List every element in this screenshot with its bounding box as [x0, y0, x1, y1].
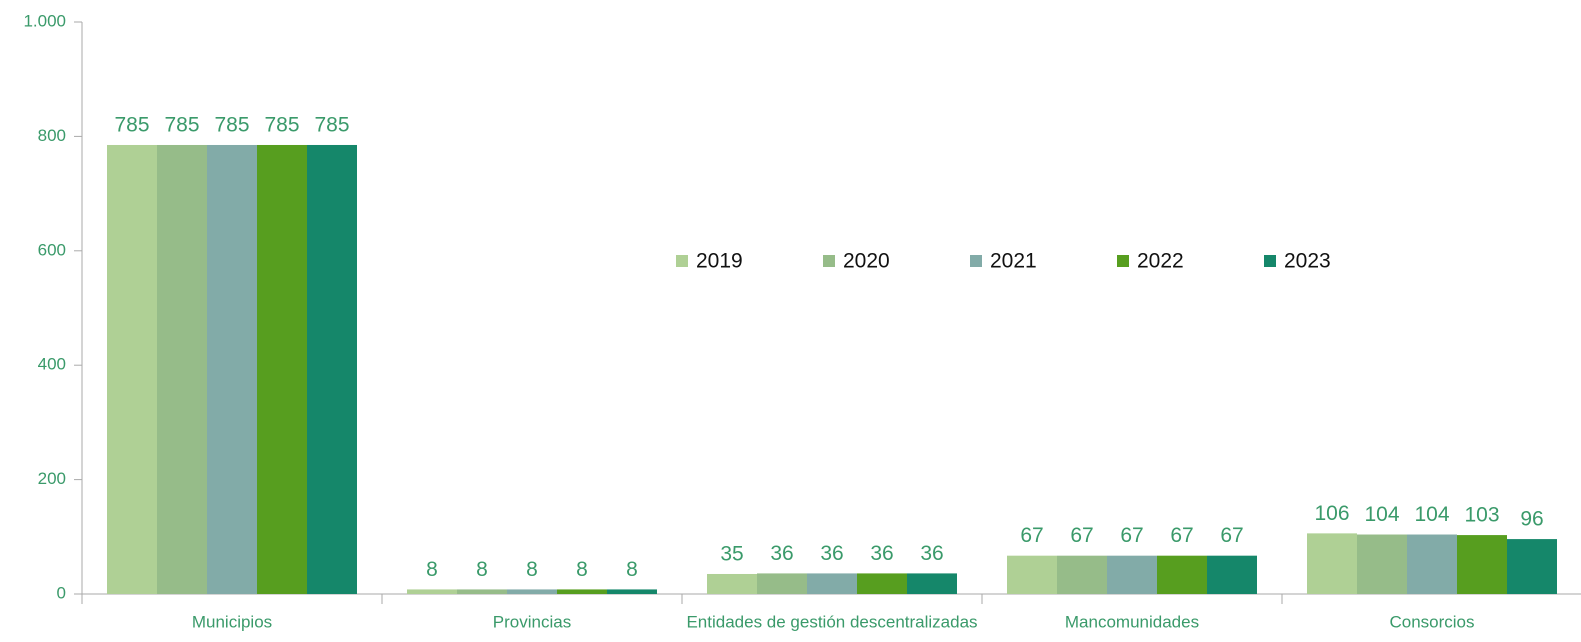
bar — [607, 589, 657, 594]
value-label: 785 — [264, 114, 299, 137]
value-label: 8 — [576, 558, 588, 581]
bar — [1157, 555, 1207, 594]
y-tick-label: 400 — [38, 355, 66, 374]
value-label: 8 — [476, 558, 488, 581]
legend-label: 2021 — [990, 250, 1037, 273]
bar — [1057, 555, 1107, 594]
y-tick-label: 0 — [57, 583, 66, 602]
y-tick-label: 1.000 — [23, 11, 66, 30]
value-label: 785 — [214, 114, 249, 137]
bar — [807, 573, 857, 594]
x-tick-label: Mancomunidades — [1065, 612, 1199, 631]
value-label: 785 — [164, 114, 199, 137]
bar — [857, 573, 907, 594]
value-label: 785 — [314, 114, 349, 137]
x-tick-label: Municipios — [192, 612, 272, 631]
bar — [707, 573, 757, 594]
legend-label: 2019 — [696, 250, 743, 273]
legend-label: 2023 — [1284, 250, 1331, 273]
legend-label: 2020 — [843, 250, 890, 273]
bar — [907, 573, 957, 594]
bar — [1107, 555, 1157, 594]
legend-swatch — [970, 255, 982, 267]
bar — [457, 589, 507, 594]
value-label: 8 — [626, 558, 638, 581]
legend-swatch — [676, 255, 688, 267]
y-tick-label: 800 — [38, 126, 66, 145]
bar — [1507, 539, 1557, 594]
value-label: 67 — [1170, 524, 1193, 547]
bar — [757, 573, 807, 594]
value-label: 785 — [114, 114, 149, 137]
value-label: 35 — [720, 543, 743, 566]
bar — [507, 589, 557, 594]
value-label: 36 — [820, 542, 843, 565]
bar — [207, 144, 257, 595]
x-tick-label: Provincias — [493, 612, 571, 631]
bar — [557, 589, 607, 594]
value-label: 67 — [1120, 524, 1143, 547]
value-label: 96 — [1520, 508, 1543, 531]
y-tick-label: 200 — [38, 469, 66, 488]
legend-swatch — [823, 255, 835, 267]
legend-swatch — [1117, 255, 1129, 267]
value-label: 104 — [1364, 503, 1399, 526]
value-label: 67 — [1220, 524, 1243, 547]
legend-label: 2022 — [1137, 250, 1184, 273]
value-label: 103 — [1464, 504, 1499, 527]
value-label: 67 — [1020, 524, 1043, 547]
bar — [1407, 534, 1457, 594]
bar — [157, 144, 207, 595]
value-label: 104 — [1414, 503, 1449, 526]
bar — [1457, 535, 1507, 594]
bar — [107, 144, 157, 595]
value-label: 36 — [870, 542, 893, 565]
bar — [407, 589, 457, 594]
bar — [1007, 555, 1057, 594]
bar — [307, 144, 357, 595]
value-label: 36 — [770, 542, 793, 565]
value-label: 8 — [426, 558, 438, 581]
bar — [257, 144, 307, 595]
bar — [1207, 555, 1257, 594]
value-label: 106 — [1314, 502, 1349, 525]
bar — [1357, 534, 1407, 594]
bar — [1307, 533, 1357, 594]
legend-swatch — [1264, 255, 1276, 267]
value-label: 36 — [920, 542, 943, 565]
value-label: 67 — [1070, 524, 1093, 547]
value-label: 8 — [526, 558, 538, 581]
x-tick-label: Entidades de gestión descentralizadas — [686, 612, 977, 631]
y-tick-label: 600 — [38, 240, 66, 259]
x-tick-label: Consorcios — [1389, 612, 1474, 631]
